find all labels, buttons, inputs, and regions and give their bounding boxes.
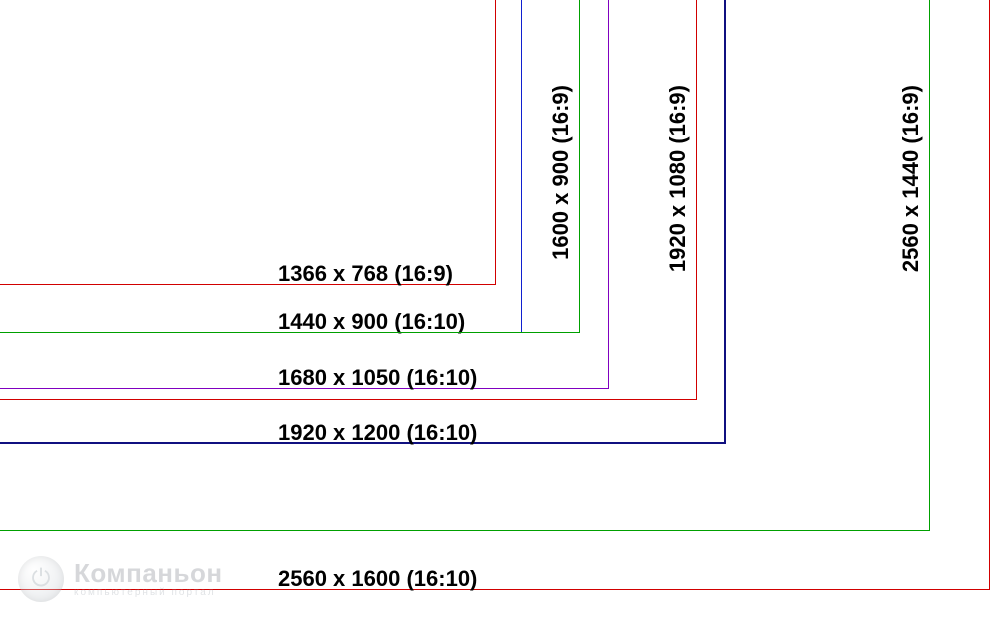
resolution-diagram: 1366 x 768 (16:9)1440 x 900 (16:10)1600 … — [0, 0, 1000, 620]
res-label-r2560: 2560 x 1600 (16:10) — [278, 566, 477, 592]
res-rect-r2560 — [0, 0, 990, 590]
